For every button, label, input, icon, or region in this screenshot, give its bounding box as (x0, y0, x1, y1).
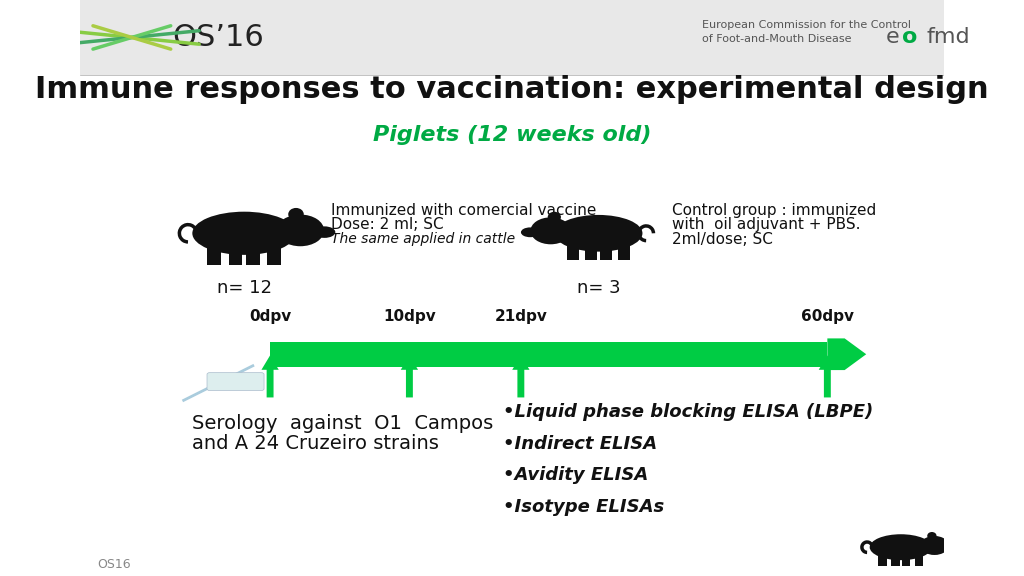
Text: o: o (902, 28, 918, 47)
Text: fmd: fmd (927, 28, 971, 47)
Text: European Commission for the Control
of Foot-and-Mouth Disease: European Commission for the Control of F… (702, 20, 911, 44)
FancyBboxPatch shape (567, 241, 579, 260)
FancyBboxPatch shape (892, 552, 900, 566)
Text: e: e (886, 28, 899, 47)
FancyArrow shape (819, 355, 836, 397)
Text: OS16: OS16 (97, 558, 131, 571)
Ellipse shape (521, 228, 540, 237)
FancyArrow shape (827, 338, 866, 370)
Text: n= 12: n= 12 (217, 279, 271, 297)
Text: with  oil adjuvant + PBS.: with oil adjuvant + PBS. (672, 217, 860, 232)
FancyArrow shape (400, 355, 418, 397)
Text: Serology  against  O1  Campos: Serology against O1 Campos (193, 414, 494, 433)
Text: Immune responses to vaccination: experimental design: Immune responses to vaccination: experim… (35, 75, 989, 104)
Ellipse shape (554, 215, 642, 252)
Text: and A 24 Cruzeiro strains: and A 24 Cruzeiro strains (193, 434, 439, 453)
Text: Control group : immunized: Control group : immunized (672, 203, 877, 218)
Text: 0dpv: 0dpv (249, 309, 291, 324)
Ellipse shape (921, 536, 949, 555)
Ellipse shape (869, 535, 932, 560)
FancyBboxPatch shape (207, 373, 264, 391)
Text: n= 3: n= 3 (577, 279, 621, 297)
Text: •Liquid phase blocking ELISA (LBPE): •Liquid phase blocking ELISA (LBPE) (504, 403, 873, 421)
FancyArrow shape (512, 355, 529, 397)
Ellipse shape (548, 212, 561, 222)
Ellipse shape (276, 215, 324, 247)
Text: •Avidity ELISA: •Avidity ELISA (504, 466, 648, 484)
FancyBboxPatch shape (267, 242, 282, 265)
FancyBboxPatch shape (914, 552, 923, 566)
Text: 60dpv: 60dpv (801, 309, 854, 324)
Text: 2ml/dose; SC: 2ml/dose; SC (672, 232, 773, 247)
Text: 21dpv: 21dpv (495, 309, 547, 324)
FancyBboxPatch shape (228, 242, 243, 265)
Ellipse shape (313, 226, 335, 238)
FancyBboxPatch shape (902, 552, 910, 566)
Ellipse shape (288, 208, 304, 221)
Text: •Isotype ELISAs: •Isotype ELISAs (504, 498, 665, 516)
FancyBboxPatch shape (600, 241, 611, 260)
Text: Piglets (12 weeks old): Piglets (12 weeks old) (373, 126, 651, 145)
Text: OS’16: OS’16 (172, 23, 264, 52)
FancyBboxPatch shape (246, 242, 260, 265)
Text: 10dpv: 10dpv (383, 309, 436, 324)
Ellipse shape (193, 212, 296, 255)
FancyBboxPatch shape (270, 342, 827, 367)
FancyBboxPatch shape (207, 242, 221, 265)
FancyBboxPatch shape (80, 0, 944, 75)
Text: •Indirect ELISA: •Indirect ELISA (504, 434, 657, 453)
FancyArrow shape (261, 355, 279, 397)
FancyBboxPatch shape (879, 552, 887, 566)
FancyBboxPatch shape (585, 241, 597, 260)
Text: Dose: 2 ml; SC: Dose: 2 ml; SC (331, 217, 443, 232)
Text: Immunized with comercial vaccine: Immunized with comercial vaccine (331, 203, 596, 218)
Ellipse shape (942, 543, 955, 550)
Ellipse shape (927, 532, 937, 540)
FancyBboxPatch shape (618, 241, 630, 260)
Text: The same applied in cattle: The same applied in cattle (331, 232, 515, 246)
Ellipse shape (530, 217, 570, 244)
